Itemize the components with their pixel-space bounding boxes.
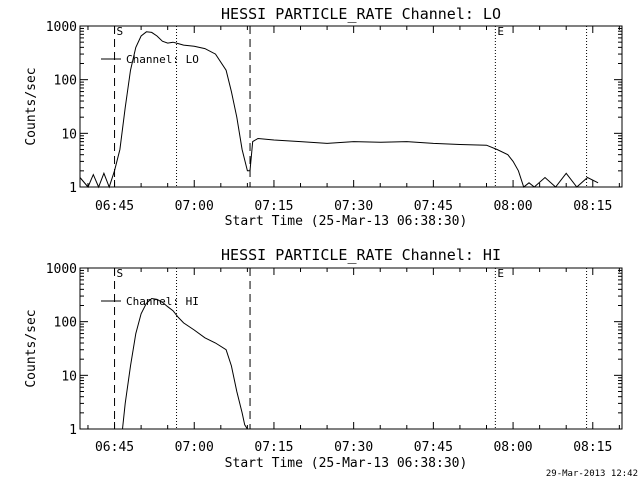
y-tick-label: 100 [54, 316, 77, 331]
chart-title: HESSI PARTICLE_RATE Channel: HI [221, 246, 501, 264]
y-tick-label: 1 [69, 181, 77, 196]
time-marker-label: S [117, 267, 124, 280]
x-tick-label: 07:45 [414, 199, 453, 214]
plot-timestamp: 29-Mar-2013 12:42 [546, 469, 638, 479]
data-series-line [79, 31, 599, 189]
y-tick-label: 100 [54, 74, 77, 89]
x-tick-label: 07:00 [175, 440, 214, 455]
x-axis-label: Start Time (25-Mar-13 06:38:30) [225, 214, 468, 229]
x-tick-label: 08:15 [573, 440, 612, 455]
y-axis-label: Counts/sec [24, 309, 39, 387]
plot-frame [79, 25, 623, 188]
x-tick-label: 07:45 [414, 440, 453, 455]
y-tick-label: 10 [61, 127, 77, 142]
y-axis-label: Counts/sec [24, 67, 39, 145]
y-tick-label: 1000 [46, 262, 77, 277]
x-tick-label: 07:00 [175, 199, 214, 214]
x-tick-label: 07:30 [334, 440, 373, 455]
y-tick-label: 10 [61, 369, 77, 384]
y-tick-label: 1 [69, 423, 77, 438]
chart-title: HESSI PARTICLE_RATE Channel: LO [221, 5, 501, 23]
plot-frame [79, 267, 623, 430]
x-tick-label: 06:45 [95, 440, 134, 455]
legend-label: Channel: LO [126, 53, 199, 66]
lo-channel-panel: HESSI PARTICLE_RATE Channel: LO Start Tim… [24, 5, 623, 229]
x-tick-label: 07:30 [334, 199, 373, 214]
x-tick-label: 08:15 [573, 199, 612, 214]
data-series-line [122, 297, 248, 430]
y-tick-label: 1000 [46, 20, 77, 35]
time-marker-label: E [497, 25, 504, 38]
time-marker-label: S [117, 25, 124, 38]
hi-channel-panel: HESSI PARTICLE_RATE Channel: HI Start Tim… [24, 246, 623, 471]
x-tick-label: 06:45 [95, 199, 134, 214]
legend-label: Channel: HI [126, 295, 199, 308]
x-tick-label: 08:00 [493, 199, 532, 214]
x-axis-label: Start Time (25-Mar-13 06:38:30) [225, 456, 468, 471]
x-tick-label: 07:15 [254, 440, 293, 455]
time-marker-label: E [497, 267, 504, 280]
x-tick-label: 08:00 [493, 440, 532, 455]
x-tick-label: 07:15 [254, 199, 293, 214]
